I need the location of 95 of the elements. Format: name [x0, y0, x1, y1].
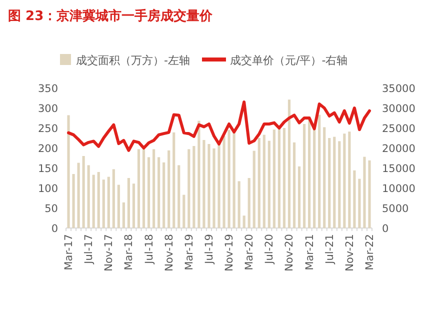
x-tick-label: Nov-20	[284, 234, 296, 272]
bar	[158, 157, 160, 228]
x-tick-label: Nov-19	[224, 234, 236, 272]
bar	[192, 146, 196, 228]
bar	[363, 156, 366, 228]
y-tick-label: 200	[38, 143, 58, 155]
bar	[348, 132, 351, 228]
bar	[117, 184, 120, 228]
x-tick-label: Mar-22	[364, 234, 376, 270]
bar	[142, 149, 146, 228]
bar	[92, 174, 95, 228]
bar	[333, 136, 336, 228]
bar	[282, 128, 286, 228]
legend-label: 成交面积（万方）-左轴	[76, 54, 190, 67]
bar	[353, 170, 356, 228]
bar	[97, 172, 100, 228]
bar	[222, 136, 226, 228]
x-tick-label: Jul-18	[143, 234, 156, 265]
y-tick-label: 100	[38, 183, 58, 195]
bar	[292, 142, 296, 228]
y-tick-label: 50	[44, 203, 58, 215]
bar	[328, 138, 331, 228]
bar	[208, 144, 210, 228]
bar	[147, 157, 150, 228]
bar	[343, 134, 346, 228]
bar	[228, 130, 230, 228]
x-tick-label: Mar-20	[244, 234, 256, 270]
bar	[262, 134, 266, 228]
bar	[272, 130, 276, 228]
x-tick-label: Nov-17	[103, 234, 116, 272]
bar	[248, 178, 250, 228]
x-tick-label: Mar-17	[63, 234, 76, 270]
y-tick-label: 0	[51, 223, 58, 235]
line-series	[67, 100, 371, 152]
bar	[368, 160, 371, 228]
x-tick-label: Jul-19	[203, 234, 216, 265]
bar	[172, 132, 176, 228]
x-tick-label: Mar-19	[183, 234, 196, 270]
bar	[242, 216, 246, 228]
bar	[67, 115, 70, 228]
bar	[82, 156, 85, 228]
bar	[232, 132, 236, 228]
bar	[127, 178, 130, 228]
bar	[112, 169, 115, 228]
y2-tick-label: 35000	[382, 83, 416, 95]
bar	[252, 150, 256, 228]
bar	[268, 140, 270, 228]
bar	[182, 194, 186, 228]
bar	[202, 140, 206, 228]
bar	[87, 165, 90, 228]
y2-tick-label: 30000	[382, 103, 416, 115]
bar	[323, 127, 326, 228]
bar	[188, 149, 190, 228]
bar	[258, 138, 260, 228]
bar	[102, 180, 105, 228]
bar	[318, 114, 321, 228]
bar	[212, 148, 216, 228]
chart-title: 图 23：京津冀城市一手房成交量价	[8, 8, 214, 24]
bar	[72, 174, 75, 228]
x-tick-label: Jul-21	[324, 234, 336, 265]
bar	[302, 124, 306, 228]
bar	[132, 184, 136, 228]
x-tick-label: Jul-17	[83, 234, 96, 265]
bar	[288, 100, 291, 228]
x-tick-label: Mar-21	[304, 234, 316, 270]
y2-tick-label: 5000	[382, 203, 409, 215]
y-tick-label: 250	[38, 123, 58, 135]
y2-tick-label: 10000	[382, 183, 416, 195]
x-tick-label: Nov-18	[163, 234, 176, 272]
bar	[77, 162, 80, 228]
bar	[122, 202, 125, 228]
y-tick-label: 150	[38, 163, 58, 175]
x-tick-label: Jul-20	[264, 234, 276, 265]
bar	[338, 141, 341, 228]
bar	[358, 178, 361, 228]
bar	[198, 120, 200, 228]
y-tick-label: 300	[38, 103, 58, 115]
bar	[178, 165, 180, 228]
bar	[168, 150, 170, 228]
y2-tick-label: 0	[382, 223, 389, 235]
x-tick-label: Mar-18	[123, 234, 136, 270]
legend-label: 成交单价（元/平）-右轴	[230, 54, 348, 67]
x-tick-label: Nov-21	[344, 234, 356, 272]
bar	[313, 130, 316, 228]
bar	[152, 149, 156, 228]
y2-tick-label: 20000	[382, 143, 416, 155]
bar	[298, 166, 301, 228]
bar	[137, 149, 140, 228]
y-tick-label: 350	[38, 83, 58, 95]
bar	[107, 176, 110, 228]
bar	[162, 162, 166, 228]
y2-tick-label: 15000	[382, 163, 416, 175]
bar	[238, 181, 240, 228]
bar	[308, 116, 311, 228]
y2-tick-label: 25000	[382, 123, 416, 135]
